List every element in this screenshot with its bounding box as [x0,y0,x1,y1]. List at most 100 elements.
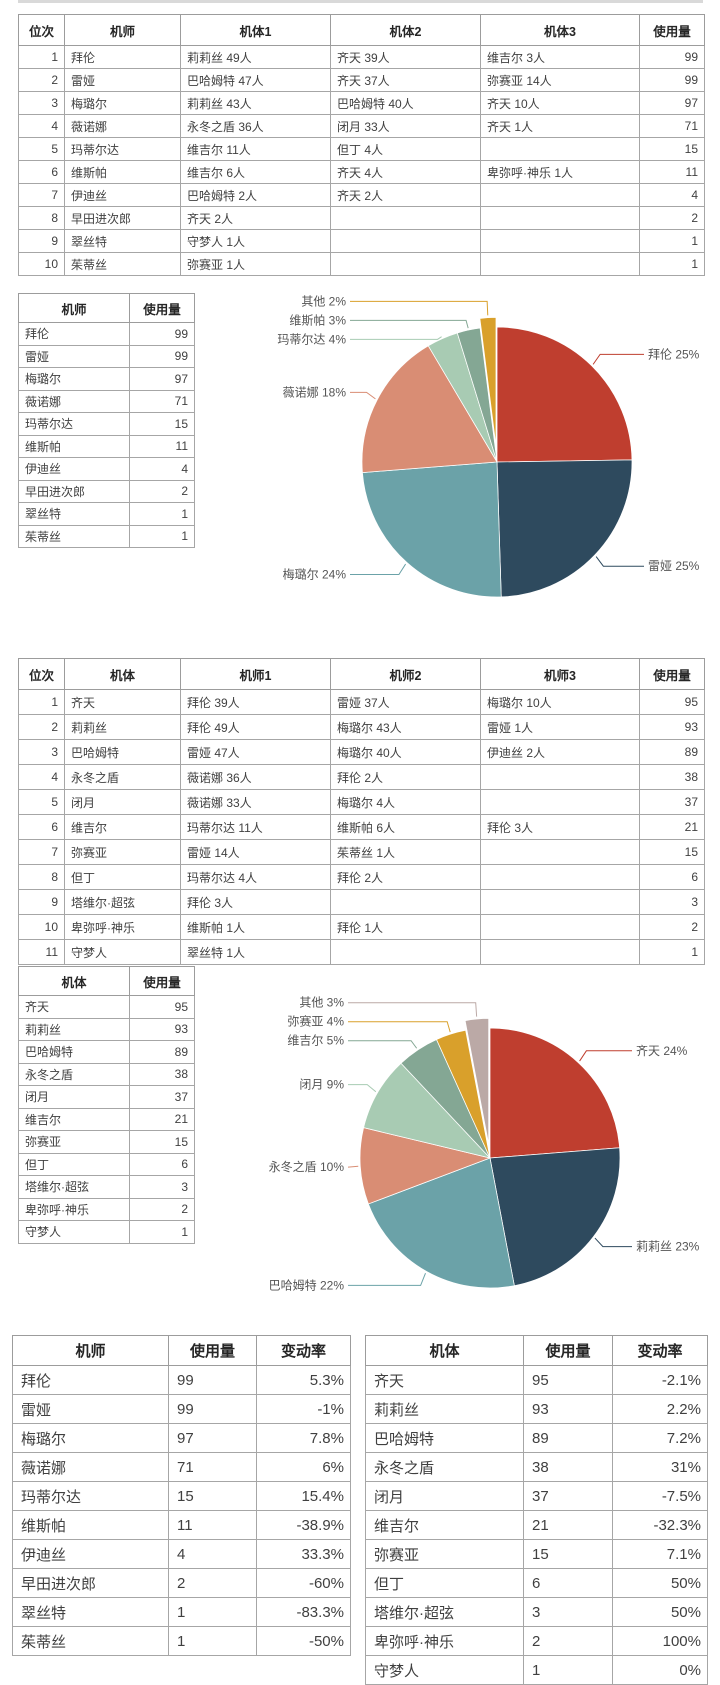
table-cell: 茱蒂丝 [12,1626,169,1656]
table-cell: 玛蒂尔达 [64,137,181,161]
pie-label: 其他 2% [301,294,346,308]
table-cell: 99 [168,1365,257,1395]
table-cell: -60% [256,1568,351,1598]
table-cell: 1 [18,689,65,715]
table-cell: 11 [168,1510,257,1540]
table-cell: 11 [129,434,195,458]
pie-label-line [348,1165,359,1168]
table-cell: 15 [129,1130,195,1154]
table-row: 守梦人 1 0% [365,1655,708,1685]
table-cell [480,183,640,207]
table-cell: 茱蒂丝 [18,524,130,548]
table-cell: 99 [168,1394,257,1424]
column-header: 机体1 [180,14,331,46]
table-cell: 7 [18,839,65,865]
table-cell: 守梦人 1人 [180,229,331,253]
table-cell: 拜伦 [18,322,130,346]
column-header: 变动率 [256,1335,351,1366]
table-cell: 塔维尔·超弦 [64,889,181,915]
pie-label: 雷娅 25% [648,559,700,573]
pie-label-line [348,1084,377,1093]
table-row: 10 茱蒂丝 弥赛亚 1人 1 [18,252,705,276]
table-cell: 11 [639,160,705,184]
table-row: 早田进次郎 2 [18,479,195,503]
table-cell: 1 [639,229,705,253]
table-cell: 但丁 [64,864,181,890]
table-cell: 玛蒂尔达 [18,412,130,436]
pie-label-line [348,1002,478,1017]
table-row: 但丁 6 [18,1152,195,1176]
pie-slice-雷娅 [496,459,633,598]
table-row: 齐天 95 [18,995,195,1019]
table-cell: 1 [129,1220,195,1244]
table-row: 卑弥呼·神乐 2 [18,1197,195,1221]
table-cell: 雷娅 [12,1394,169,1424]
table-row: 维斯帕 11 [18,434,195,458]
table-cell: 97 [168,1423,257,1453]
pie-label-line [350,336,442,340]
table-cell [480,864,640,890]
table-row: 玛蒂尔达 15 15.4% [12,1481,351,1511]
table-cell: 1 [168,1626,257,1656]
table-cell: 33.3% [256,1539,351,1569]
table-cell: 3 [523,1597,613,1627]
table-cell [330,252,481,276]
table-cell: 雷娅 47人 [180,739,331,765]
table-row: 薇诺娜 71 [18,389,195,413]
table-cell: -38.9% [256,1510,351,1540]
pie-label-line [350,391,376,400]
table-row: 但丁 6 50% [365,1568,708,1598]
pie-label: 闭月 9% [299,1078,344,1092]
table-cell [330,889,481,915]
column-header: 机师 [12,1335,169,1366]
table-cell: 维吉尔 3人 [480,45,640,69]
pie-label: 薇诺娜 18% [283,385,347,399]
table-cell: 50% [612,1597,708,1627]
table-row: 6 维吉尔 玛蒂尔达 11人 维斯帕 6人 拜伦 3人 21 [18,814,705,840]
table-cell: 89 [523,1423,613,1453]
table-cell: 翠丝特 [12,1597,169,1627]
table-cell: 齐天 10人 [480,91,640,115]
table-cell: 21 [523,1510,613,1540]
table-cell: 弥赛亚 1人 [180,252,331,276]
table-cell: 97 [639,91,705,115]
pie-slice-莉莉丝 [489,1147,621,1287]
table-cell: 雷娅 [18,344,130,368]
table-cell: 7.1% [612,1539,708,1569]
table-row: 梅璐尔 97 7.8% [12,1423,351,1453]
table-cell: -83.3% [256,1597,351,1627]
column-header: 机体3 [480,14,640,46]
pie-slice-薇诺娜 [361,345,498,473]
table-cell [330,229,481,253]
table-cell: 翠丝特 1人 [180,939,331,965]
table-cell: 薇诺娜 [12,1452,169,1482]
table-cell: 永冬之盾 [18,1062,130,1086]
pie-slice-其他 [478,316,498,453]
table-cell: 齐天 37人 [330,68,481,92]
table-cell [330,939,481,965]
table-cell: 玛蒂尔达 4人 [180,864,331,890]
table-cell: 6% [256,1452,351,1482]
table-cell: 2 [168,1568,257,1598]
table-cell: 玛蒂尔达 11人 [180,814,331,840]
table-cell: 2 [523,1626,613,1656]
table-cell: 弥赛亚 [18,1130,130,1154]
table-row: 永冬之盾 38 [18,1062,195,1086]
table-cell [480,229,640,253]
table-cell: -2.1% [612,1365,708,1395]
table-cell: 1 [168,1597,257,1627]
table-cell: 维斯帕 [18,434,130,458]
table-cell: 卑弥呼·神乐 [64,914,181,940]
table-row: 4 薇诺娜 永冬之盾 36人 闭月 33人 齐天 1人 71 [18,114,705,138]
table-cell: 莉莉丝 49人 [180,45,331,69]
table-row: 8 但丁 玛蒂尔达 4人 拜伦 2人 6 [18,864,705,890]
table-cell: 薇诺娜 [64,114,181,138]
table-cell: 齐天 1人 [480,114,640,138]
table-cell: 2 [18,714,65,740]
table-row: 拜伦 99 [18,322,195,346]
table-row: 5 玛蒂尔达 维吉尔 11人 但丁 4人 15 [18,137,705,161]
table-cell: 2 [18,68,65,92]
table-row: 11 守梦人 翠丝特 1人 1 [18,939,705,965]
table-cell: 梅璐尔 43人 [330,714,481,740]
table-row: 闭月 37 -7.5% [365,1481,708,1511]
